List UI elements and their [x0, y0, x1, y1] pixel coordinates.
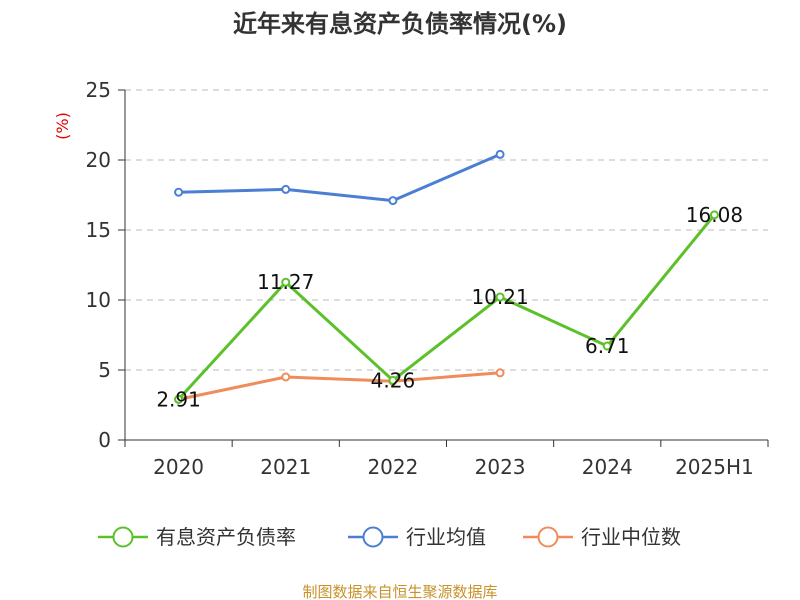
axes: 0 5 10 15 20 25 2020 2021 2022 2023 2024 2025H1 [86, 78, 769, 479]
y-tick-label: 20 [86, 148, 111, 172]
x-tick-label: 2023 [475, 455, 526, 479]
data-point[interactable] [602, 341, 612, 351]
legend-item-1[interactable]: 行业均值 [348, 525, 486, 549]
data-label: 6.71 [585, 334, 630, 358]
data-point[interactable] [281, 184, 291, 194]
data-labels: 2.91 11.27 4.26 10.21 6.71 16.08 [156, 203, 743, 411]
legend-label: 有息资产负债率 [156, 525, 296, 549]
series-lines [174, 149, 719, 404]
legend[interactable]: 有息资产负债率 行业均值 行业中位数 [98, 525, 681, 549]
series-line-0 [177, 213, 716, 401]
y-tick-label: 15 [86, 218, 111, 242]
y-tick-label: 25 [86, 78, 111, 102]
data-label: 10.21 [471, 285, 528, 309]
y-tick-label: 10 [86, 288, 111, 312]
series-line-1 [178, 153, 501, 203]
source-note: 制图数据来自恒生聚源数据库 [302, 583, 497, 600]
y-tick-label: 0 [98, 428, 111, 452]
x-tick-label: 2022 [367, 455, 418, 479]
legend-item-0[interactable]: 有息资产负债率 [98, 525, 296, 549]
legend-marker [537, 526, 559, 548]
legend-marker [112, 526, 134, 548]
x-tick-label: 2024 [582, 455, 633, 479]
data-point[interactable] [388, 375, 398, 385]
data-point[interactable] [495, 149, 505, 159]
chart-title: 近年来有息资产负债率情况(%) [233, 10, 567, 38]
x-tick-label: 2020 [153, 455, 204, 479]
data-point[interactable] [174, 394, 184, 404]
y-axis-unit-label: (%) [53, 112, 72, 140]
legend-marker [362, 526, 384, 548]
data-point[interactable] [495, 368, 505, 378]
grid-lines [125, 89, 768, 371]
data-label: 16.08 [686, 203, 743, 227]
data-point[interactable] [388, 196, 398, 206]
legend-item-2[interactable]: 行业中位数 [523, 525, 681, 549]
data-point[interactable] [495, 292, 505, 302]
series-line-2 [178, 371, 501, 401]
data-label: 4.26 [371, 368, 416, 392]
data-point[interactable] [174, 187, 184, 197]
x-tick-label: 2025H1 [675, 455, 754, 479]
legend-label: 行业均值 [406, 525, 486, 549]
data-point[interactable] [709, 210, 719, 220]
x-tick-label: 2021 [260, 455, 311, 479]
data-label: 2.91 [156, 387, 201, 411]
y-tick-label: 5 [98, 358, 111, 382]
data-point[interactable] [281, 372, 291, 382]
data-label: 11.27 [257, 270, 314, 294]
data-point[interactable] [281, 277, 291, 287]
legend-label: 行业中位数 [581, 525, 681, 549]
